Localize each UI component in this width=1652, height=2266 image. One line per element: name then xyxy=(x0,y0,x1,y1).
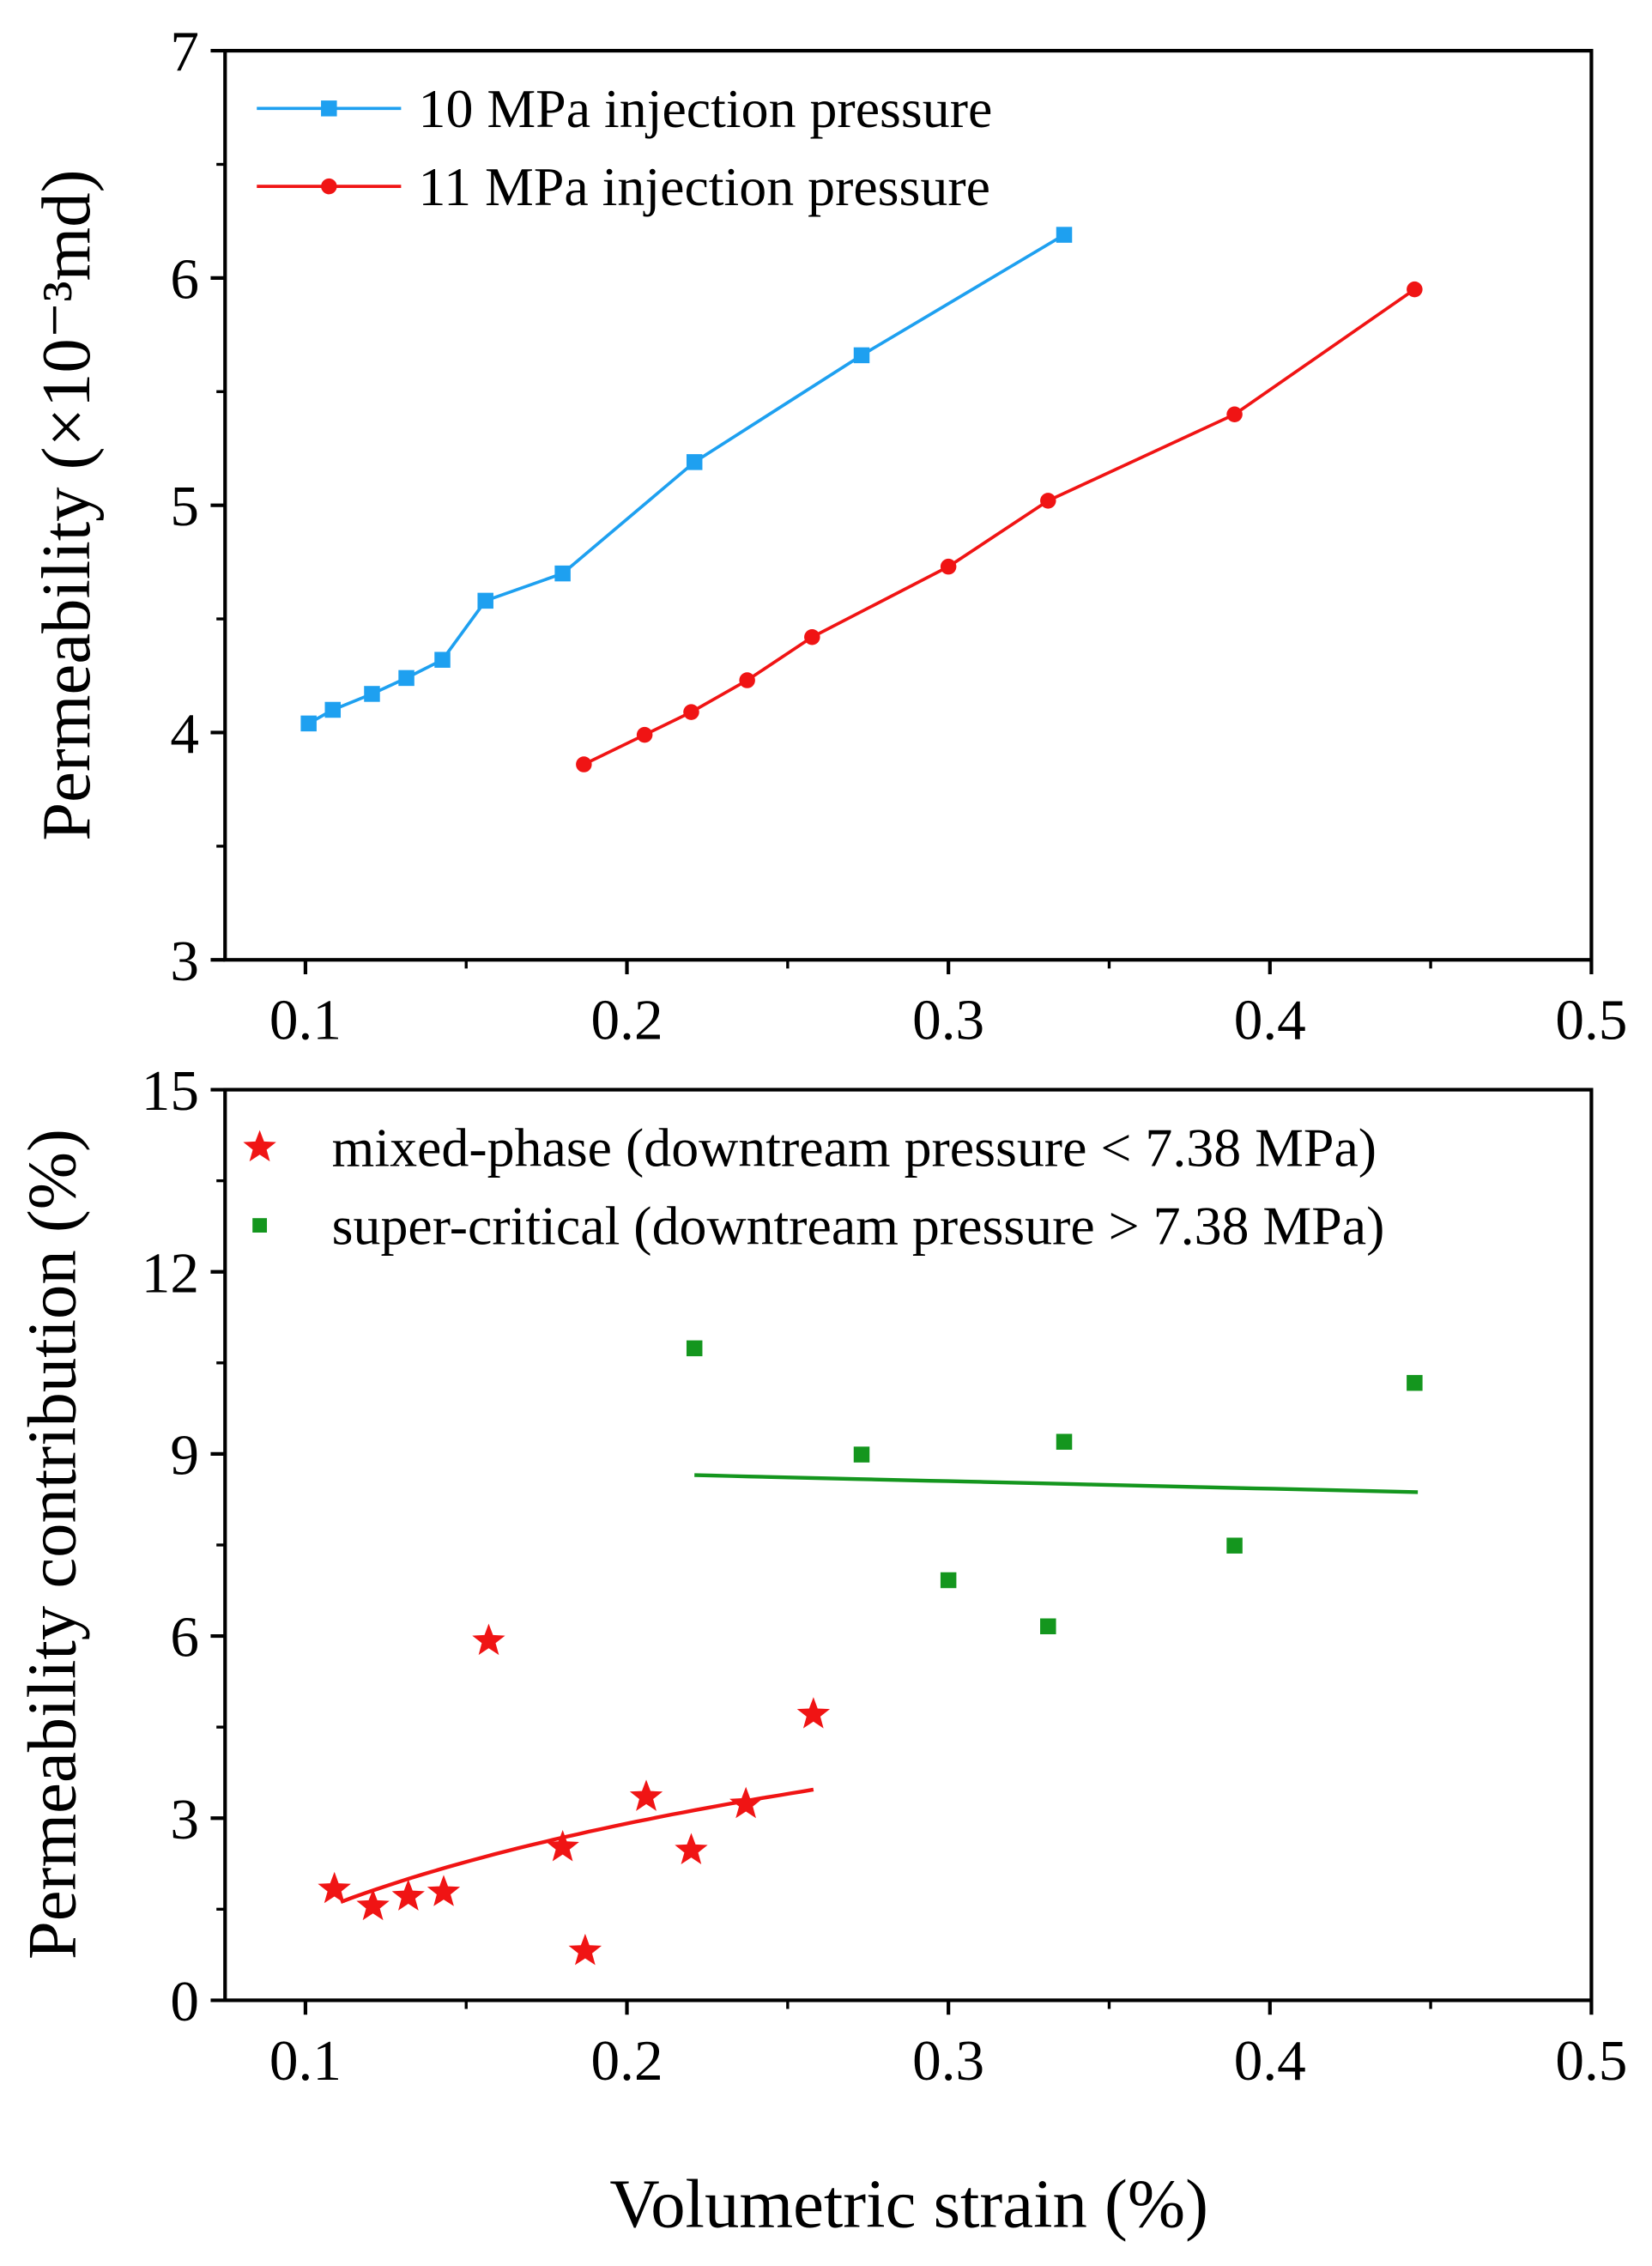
data-point-2 xyxy=(364,686,380,702)
data-point-3 xyxy=(427,1875,461,1906)
data-point-legend xyxy=(243,1130,276,1162)
legend-label: 10 MPa injection pressure xyxy=(419,78,993,139)
y-tick-label: 3 xyxy=(170,1787,199,1851)
y-tick-label: 9 xyxy=(170,1422,199,1487)
y-tick-label: 6 xyxy=(170,246,199,311)
data-point-4 xyxy=(804,629,820,645)
data-point-0 xyxy=(300,715,317,732)
series-1: 10 MPa injection pressure xyxy=(257,78,1073,732)
x-tick-label: 0.4 xyxy=(1234,2028,1306,2093)
x-axis-label: Volumetric strain (%) xyxy=(609,2166,1208,2242)
x-tick-label: 0.2 xyxy=(591,2028,663,2093)
data-point-0 xyxy=(686,1340,703,1357)
data-point-6 xyxy=(554,565,571,582)
y-tick-label: 5 xyxy=(170,474,199,538)
series-2: 11 MPa injection pressure xyxy=(257,156,1423,772)
data-point-7 xyxy=(686,454,703,470)
y-tick-label: 0 xyxy=(170,1969,199,2033)
legend-label: mixed-phase (downtream pressure < 7.38 M… xyxy=(332,1118,1377,1178)
y-axis-label: Permeability contribution (%) xyxy=(14,1129,90,1960)
data-point-1 xyxy=(853,1446,870,1463)
series-1: mixed-phase (downtream pressure < 7.38 M… xyxy=(243,1118,1377,1966)
permeability-chart: Permeability (×10⁻³md) 0.1 0.2 0.3 0.4 0.5 3 4… xyxy=(28,20,1627,1052)
fit-line xyxy=(694,1473,1419,1494)
data-point-legend xyxy=(321,178,337,195)
x-tick-label: 0.4 xyxy=(1234,988,1306,1052)
y-tick-label: 15 xyxy=(142,1058,199,1123)
data-point-0 xyxy=(318,1871,351,1904)
y-tick-label: 4 xyxy=(170,701,199,766)
data-point-5 xyxy=(546,1830,579,1862)
series-2: super-critical (downtream pressure > 7.3… xyxy=(252,1195,1423,1635)
data-point-5 xyxy=(1226,1537,1243,1554)
data-point-8 xyxy=(675,1833,708,1865)
y-tick-label: 7 xyxy=(170,20,199,84)
data-point-1 xyxy=(356,1888,390,1921)
data-point-6 xyxy=(1040,493,1056,509)
data-point-2 xyxy=(683,704,699,720)
data-point-legend xyxy=(252,1218,268,1233)
x-tick-label: 0.1 xyxy=(269,2028,342,2093)
x-tick-label: 0.3 xyxy=(912,988,984,1052)
legend-label: super-critical (downtream pressure > 7.3… xyxy=(332,1195,1385,1256)
data-point-4 xyxy=(434,651,451,668)
data-point-1 xyxy=(636,726,653,743)
series-line xyxy=(307,233,1065,725)
data-point-9 xyxy=(1056,227,1073,243)
data-point-9 xyxy=(729,1786,763,1819)
data-point-legend xyxy=(321,100,337,117)
data-point-5 xyxy=(477,592,493,609)
y-tick-label: 12 xyxy=(142,1240,199,1305)
data-point-7 xyxy=(1226,406,1243,422)
y-axis-label: Permeability (×10⁻³md) xyxy=(28,170,105,841)
x-tick-label: 0.5 xyxy=(1555,988,1627,1052)
data-point-3 xyxy=(398,670,415,687)
y-tick-label: 3 xyxy=(170,929,199,993)
data-point-4 xyxy=(472,1623,505,1656)
data-point-3 xyxy=(739,672,755,688)
data-point-8 xyxy=(1407,281,1423,298)
series-line xyxy=(583,288,1416,766)
data-point-1 xyxy=(324,701,342,718)
x-tick-label: 0.1 xyxy=(269,988,342,1052)
legend-label: 11 MPa injection pressure xyxy=(419,156,990,217)
data-point-6 xyxy=(568,1933,602,1966)
data-point-7 xyxy=(629,1779,663,1811)
data-point-5 xyxy=(940,558,957,575)
y-tick-label: 6 xyxy=(170,1605,199,1669)
data-point-0 xyxy=(576,756,592,772)
x-tick-label: 0.2 xyxy=(591,988,663,1052)
data-point-2 xyxy=(940,1572,957,1589)
x-tick-label: 0.3 xyxy=(912,2028,984,2093)
data-point-6 xyxy=(1407,1374,1423,1391)
data-point-8 xyxy=(853,347,870,364)
contribution-chart: Permeability contribution (%) Volumetric… xyxy=(14,1058,1627,2242)
data-point-2 xyxy=(391,1879,425,1911)
data-point-10 xyxy=(796,1697,831,1729)
x-tick-label: 0.5 xyxy=(1555,2028,1627,2093)
data-point-3 xyxy=(1040,1618,1056,1635)
data-point-4 xyxy=(1056,1433,1073,1451)
